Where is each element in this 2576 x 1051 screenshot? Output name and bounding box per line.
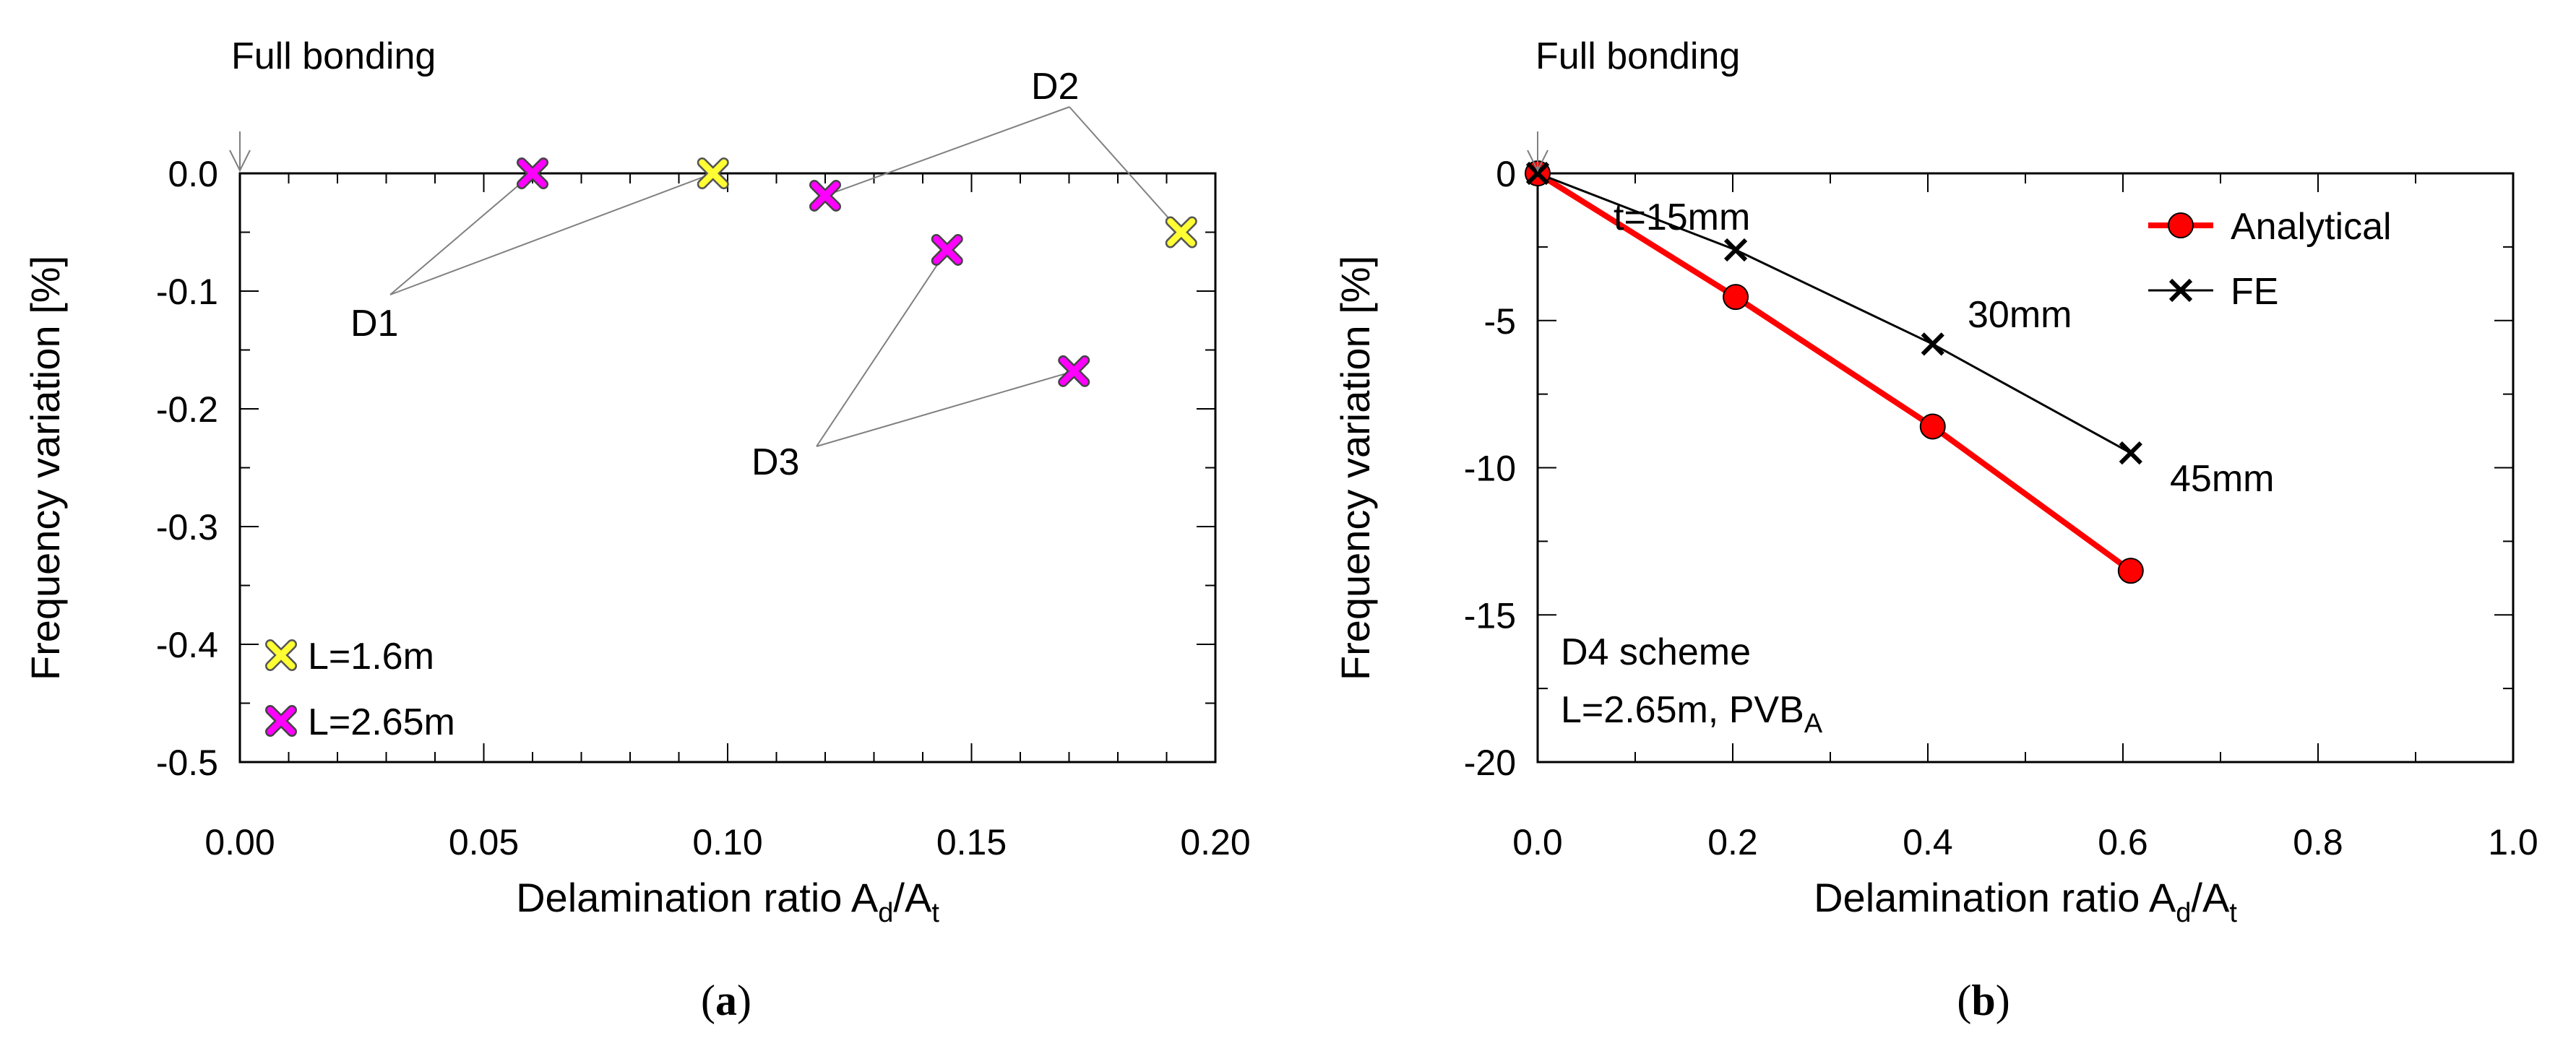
info-line-1: D4 scheme	[1561, 631, 1751, 673]
marker-analytical	[1919, 413, 1946, 440]
legend-a-marker-yellow	[265, 639, 297, 671]
annotation-30mm: 30mm	[1968, 294, 2072, 336]
annotation-line-d2	[1069, 106, 1182, 233]
x-tick-label-b: 0.8	[2293, 822, 2343, 862]
scatter-point-l1-6m	[697, 157, 729, 189]
scatter-point-l2-65m-stroke	[518, 159, 547, 188]
marker-fe-stroke	[1525, 161, 1550, 186]
y-tick-label-a: -0.2	[156, 389, 218, 430]
legend-a: L=1.6m L=2.65m	[265, 636, 455, 743]
scatter-point-l2-65m-stroke	[933, 235, 962, 264]
x-axis-label-b: Delamination ratio Ad/At	[1814, 875, 2237, 928]
y-tick-label-b: -20	[1464, 743, 1516, 783]
full-bonding-arrowhead-a	[229, 150, 251, 173]
annotation-t15: t=15mm	[1614, 196, 1750, 238]
x-tick-label-b: 0.6	[2098, 822, 2148, 862]
y-tick-label-b: -15	[1464, 595, 1516, 636]
x-tick-label-b: 1.0	[2488, 822, 2538, 862]
legend-a-label-magenta: L=2.65m	[308, 701, 455, 743]
marker-fe	[1921, 332, 1944, 356]
scatter-point-l2-65m	[517, 157, 548, 189]
series-line-analytical	[1535, 170, 2133, 574]
y-tick-label-a: 0.0	[168, 154, 218, 194]
annotation-d2: D2	[1031, 66, 1079, 108]
annotation-line-d3	[816, 249, 948, 447]
scatter-point-l1-6m	[1165, 216, 1197, 248]
annotation-line-d3	[816, 370, 1074, 447]
scatter-point-l2-65m	[1058, 355, 1090, 387]
y-tick-label-a: -0.3	[156, 507, 218, 548]
x-tick-label-a: 0.20	[1180, 822, 1250, 862]
annotation-lines-a	[389, 106, 1182, 447]
marker-fe-stroke	[1723, 238, 1748, 262]
series-line-fe	[1537, 172, 2132, 454]
marker-analytical	[1723, 284, 1749, 311]
x-axis-label-a: Delamination ratio Ad/At	[516, 875, 939, 928]
full-bonding-label-a: Full bonding	[231, 35, 436, 77]
y-tick-label-a: -0.4	[156, 625, 218, 665]
y-axis-label-a: Frequency variation [%]	[22, 256, 68, 680]
panel-a: 0.00 0.05 0.10 0.15 0.20 0.0 -0.1 -0.2 -0.3 -0.4 -…	[22, 35, 1251, 1024]
scatter-point-l2-65m-stroke	[811, 181, 840, 210]
full-bonding-arrowhead-b	[1527, 150, 1548, 173]
marker-fe	[1723, 238, 1748, 262]
x-tick-label-a: 0.05	[449, 822, 519, 862]
x-tick-label-b: 0.0	[1512, 822, 1563, 862]
x-tick-label-b: 0.2	[1707, 822, 1758, 862]
marker-fe-stroke	[1921, 332, 1944, 356]
annotation-d1: D1	[350, 303, 398, 345]
panel-label-a: (a)	[701, 977, 751, 1024]
panel-label-b: (b)	[1957, 977, 2009, 1024]
scatter-point-l2-65m	[809, 179, 841, 212]
data-marks-b	[1525, 160, 2144, 584]
ticks-a: 0.00 0.05 0.10 0.15 0.20 0.0 -0.1 -0.2 -0.3 -0.4 -…	[156, 154, 1251, 862]
y-tick-label-b: 0	[1496, 154, 1516, 194]
legend-b-marker-analytical	[2168, 212, 2194, 238]
annotation-45mm: 45mm	[2170, 458, 2274, 500]
y-tick-label-b: -5	[1484, 301, 1516, 342]
panel-b: 0.0 0.2 0.4 0.6 0.8 1.0 0 -5 -10 -15 -20 Full bond…	[1332, 35, 2538, 1024]
annotation-line-d2	[824, 106, 1070, 196]
legend-b-label-fe: FE	[2231, 271, 2278, 313]
legend-b-label-analytical: Analytical	[2231, 206, 2392, 248]
marker-analytical	[2117, 558, 2144, 584]
annotation-d3: D3	[751, 441, 799, 483]
x-tick-label-b: 0.4	[1903, 822, 1953, 862]
x-tick-label-a: 0.15	[936, 822, 1007, 862]
x-tick-label-a: 0.10	[692, 822, 762, 862]
legend-a-label-yellow: L=1.6m	[308, 636, 434, 678]
marker-fe-stroke	[2119, 441, 2142, 465]
legend-a-marker-magenta	[265, 705, 297, 737]
info-line-2: L=2.65m, PVBA	[1561, 689, 1823, 739]
annotation-line-d1	[389, 173, 714, 295]
scatter-point-l2-65m-stroke	[1059, 357, 1088, 386]
scatter-point-l1-6m-stroke	[1167, 218, 1196, 246]
y-tick-label-a: -0.1	[156, 272, 218, 312]
y-axis-label-b: Frequency variation [%]	[1332, 256, 1378, 680]
y-tick-label-a: -0.5	[156, 743, 218, 783]
y-tick-label-b: -10	[1464, 449, 1516, 489]
scatter-point-l2-65m	[931, 233, 963, 266]
annotation-line-d1	[389, 173, 533, 295]
marker-fe	[1525, 161, 1550, 186]
data-marks-a	[517, 157, 1197, 387]
legend-b-marker-fe	[2168, 278, 2193, 303]
x-tick-label-a: 0.00	[204, 822, 275, 862]
marker-fe	[2119, 441, 2142, 465]
ticks-b: 0.0 0.2 0.4 0.6 0.8 1.0 0 -5 -10 -15 -20	[1464, 154, 2538, 862]
legend-b: Analytical FE	[2148, 206, 2392, 313]
scatter-point-l1-6m-stroke	[699, 159, 728, 188]
full-bonding-label-b: Full bonding	[1535, 35, 1740, 77]
